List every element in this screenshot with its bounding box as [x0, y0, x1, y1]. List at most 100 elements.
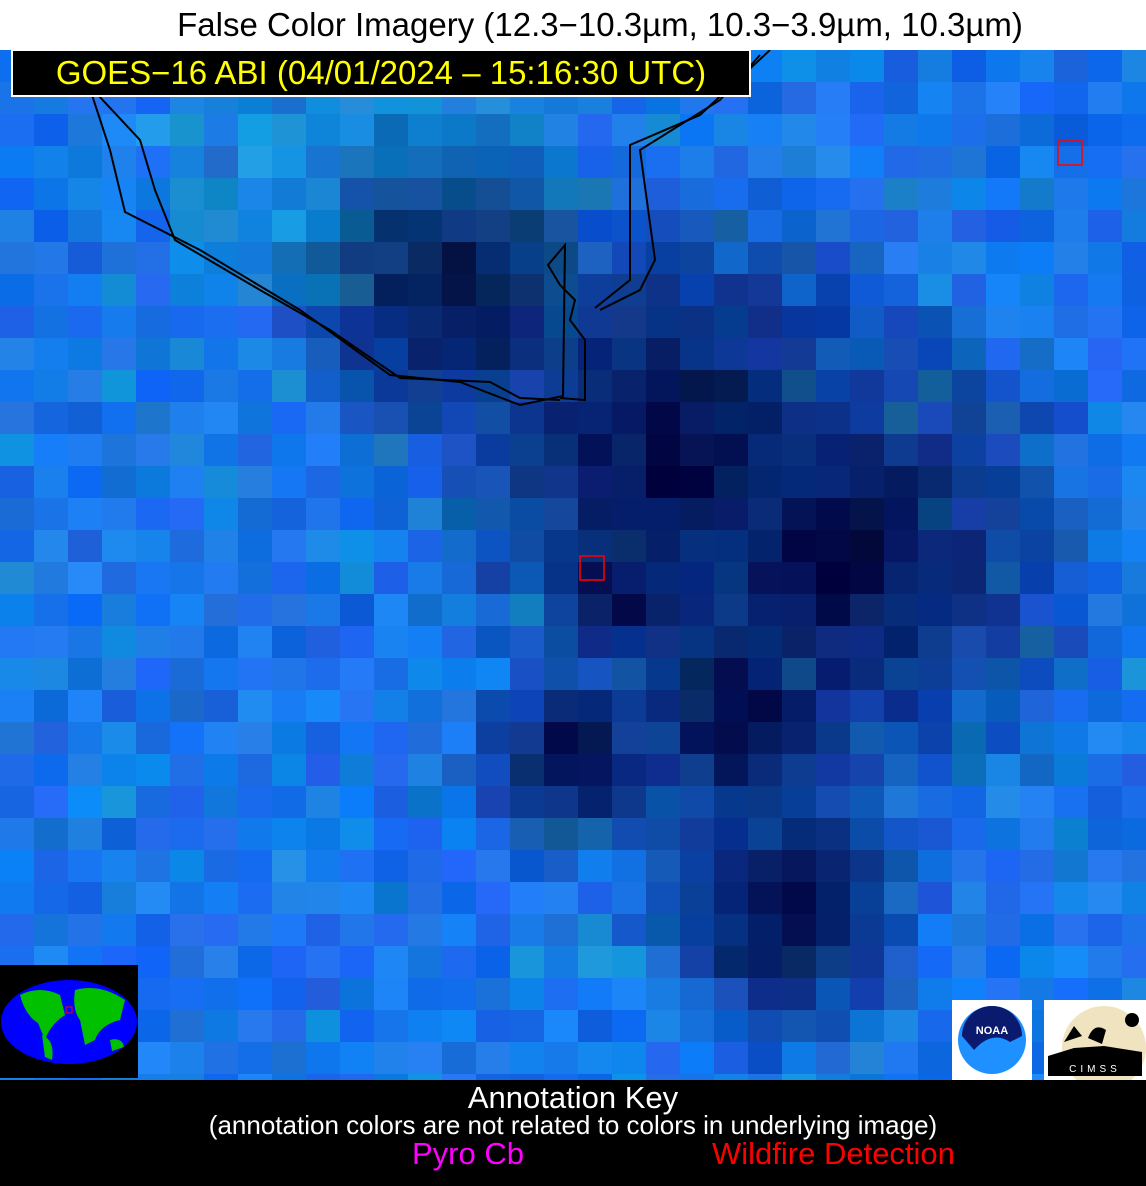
image-pixel: [714, 690, 749, 723]
image-pixel: [816, 146, 851, 179]
image-pixel: [714, 114, 749, 147]
image-pixel: [816, 690, 851, 723]
image-pixel: [714, 274, 749, 307]
image-pixel: [306, 530, 341, 563]
image-pixel: [578, 594, 613, 627]
image-pixel: [1020, 754, 1055, 787]
image-pixel: [1054, 466, 1089, 499]
image-pixel: [1122, 338, 1146, 371]
image-pixel: [442, 338, 477, 371]
image-pixel: [238, 178, 273, 211]
image-pixel: [748, 562, 783, 595]
image-pixel: [408, 178, 443, 211]
image-pixel: [136, 498, 171, 531]
image-pixel: [442, 434, 477, 467]
image-pixel: [340, 626, 375, 659]
image-pixel: [918, 434, 953, 467]
image-pixel: [918, 242, 953, 275]
image-pixel: [748, 306, 783, 339]
image-pixel: [918, 658, 953, 691]
annotation-key-title: Annotation Key: [467, 1080, 679, 1115]
image-pixel: [884, 306, 919, 339]
image-title: False Color Imagery (12.3−10.3µm, 10.3−3…: [177, 6, 1023, 43]
image-pixel: [442, 1042, 477, 1075]
image-pixel: [102, 658, 137, 691]
image-pixel: [850, 114, 885, 147]
image-pixel: [1020, 818, 1055, 851]
globe-locator-icon: [0, 965, 138, 1078]
image-pixel: [0, 242, 35, 275]
image-pixel: [1122, 274, 1146, 307]
image-pixel: [340, 210, 375, 243]
image-pixel: [1054, 722, 1089, 755]
image-pixel: [612, 722, 647, 755]
image-pixel: [1122, 50, 1146, 83]
image-pixel: [34, 466, 69, 499]
image-pixel: [102, 434, 137, 467]
image-pixel: [680, 626, 715, 659]
image-pixel: [782, 50, 817, 83]
image-pixel: [408, 210, 443, 243]
image-pixel: [612, 434, 647, 467]
wildfire-detection-box: [1057, 140, 1083, 166]
image-pixel: [714, 1042, 749, 1075]
image-pixel: [612, 562, 647, 595]
image-pixel: [1088, 274, 1123, 307]
image-pixel: [272, 178, 307, 211]
image-pixel: [884, 690, 919, 723]
image-pixel: [1088, 914, 1123, 947]
image-pixel: [510, 498, 545, 531]
image-pixel: [612, 594, 647, 627]
image-pixel: [816, 850, 851, 883]
image-pixel: [102, 178, 137, 211]
image-pixel: [306, 658, 341, 691]
image-pixel: [578, 434, 613, 467]
image-pixel: [714, 402, 749, 435]
image-pixel: [714, 882, 749, 915]
image-pixel: [850, 658, 885, 691]
image-pixel: [204, 1042, 239, 1075]
image-pixel: [1054, 658, 1089, 691]
image-pixel: [374, 626, 409, 659]
image-pixel: [442, 882, 477, 915]
image-pixel: [272, 1042, 307, 1075]
image-pixel: [544, 562, 579, 595]
image-pixel: [102, 914, 137, 947]
image-pixel: [578, 498, 613, 531]
image-pixel: [918, 466, 953, 499]
image-pixel: [204, 370, 239, 403]
image-pixel: [1088, 946, 1123, 979]
image-pixel: [170, 786, 205, 819]
image-pixel: [986, 274, 1021, 307]
image-pixel: [1088, 146, 1123, 179]
noaa-logo: NOAA: [952, 1000, 1032, 1080]
image-pixel: [408, 1010, 443, 1043]
image-pixel: [952, 882, 987, 915]
image-pixel: [646, 178, 681, 211]
image-pixel: [646, 786, 681, 819]
image-pixel: [1122, 466, 1146, 499]
image-pixel: [952, 626, 987, 659]
image-pixel: [612, 914, 647, 947]
image-pixel: [714, 978, 749, 1011]
image-pixel: [850, 50, 885, 83]
image-pixel: [510, 754, 545, 787]
image-pixel: [34, 690, 69, 723]
image-pixel: [544, 114, 579, 147]
image-pixel: [306, 434, 341, 467]
image-pixel: [272, 882, 307, 915]
image-pixel: [1088, 434, 1123, 467]
image-pixel: [306, 914, 341, 947]
image-pixel: [1020, 242, 1055, 275]
image-pixel: [68, 530, 103, 563]
image-pixel: [884, 658, 919, 691]
image-pixel: [510, 1074, 545, 1080]
image-pixel: [102, 786, 137, 819]
image-pixel: [986, 562, 1021, 595]
image-pixel: [340, 722, 375, 755]
image-pixel: [340, 882, 375, 915]
image-pixel: [782, 914, 817, 947]
image-pixel: [306, 978, 341, 1011]
image-pixel: [68, 594, 103, 627]
